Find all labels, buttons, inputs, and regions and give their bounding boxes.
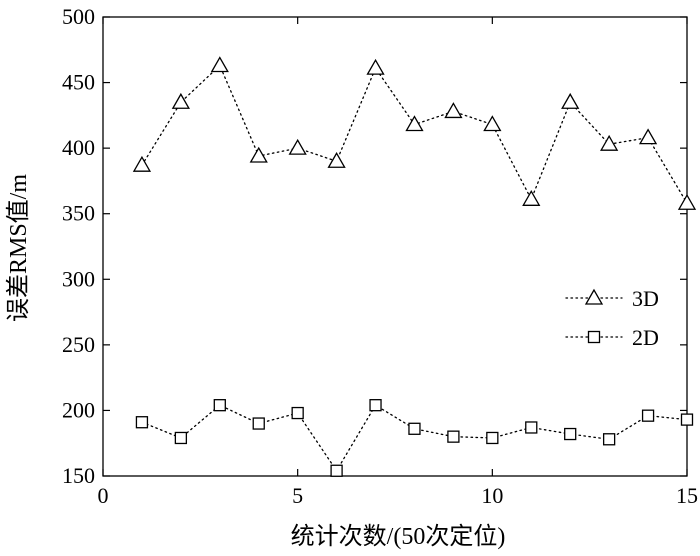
data-point-2d (330, 464, 343, 477)
series-3d (132, 56, 697, 210)
y-axis-label: 误差RMS值/m (5, 174, 32, 322)
data-point-3d (483, 115, 502, 132)
data-point-3d (327, 151, 346, 168)
x-tick-label: 15 (676, 483, 698, 508)
data-point-3d (561, 92, 580, 109)
y-axis-ticks: 150 200 250 300 350 400 450 500 (62, 4, 687, 488)
data-point-2d (680, 413, 694, 426)
data-point-2d (602, 433, 616, 446)
x-tick-label: 0 (98, 483, 109, 508)
y-tick-label: 450 (62, 70, 95, 95)
y-tick-label: 250 (62, 332, 95, 357)
x-tick-label: 10 (481, 483, 503, 508)
data-point-3d (171, 92, 190, 109)
y-tick-label: 500 (62, 4, 95, 29)
data-point-2d (213, 399, 226, 412)
data-point-2d (641, 409, 655, 422)
data-point-3d (210, 56, 229, 73)
data-point-3d (600, 134, 619, 151)
data-point-3d (638, 128, 658, 145)
data-point-3d (132, 155, 152, 172)
y-tick-label: 300 (62, 266, 95, 291)
y-tick-label: 400 (62, 135, 95, 160)
legend: 3D 2D (565, 286, 659, 350)
data-point-3d (522, 189, 541, 206)
legend-label-3d: 3D (632, 286, 659, 311)
data-point-2d (447, 430, 460, 443)
y-tick-label: 150 (62, 463, 95, 488)
data-point-3d (444, 102, 463, 119)
series-layer (132, 56, 697, 477)
data-point-3d (249, 146, 268, 163)
series-line-3d (141, 64, 688, 204)
data-point-3d (288, 138, 307, 155)
data-point-2d (564, 427, 577, 441)
y-tick-label: 350 (62, 201, 95, 226)
data-point-2d (174, 431, 188, 445)
data-point-2d (408, 422, 421, 435)
data-point-2d (369, 399, 382, 412)
x-tick-label: 5 (292, 483, 303, 508)
legend-item-2d: 2D (565, 325, 659, 350)
data-point-2d (252, 417, 265, 430)
data-point-2d (486, 431, 499, 445)
legend-label-2d: 2D (632, 325, 659, 350)
data-point-3d (405, 115, 424, 132)
plot-frame (102, 16, 688, 477)
data-point-2d (525, 421, 538, 434)
series-2d (135, 399, 694, 477)
data-point-2d (291, 406, 304, 420)
data-point-2d (135, 416, 149, 429)
x-axis-ticks: 0 5 10 15 (98, 17, 698, 508)
legend-item-3d: 3D (565, 286, 659, 311)
x-axis-label: 统计次数/(50次定位) (291, 523, 506, 550)
data-point-3d (366, 58, 385, 75)
plot-border (102, 16, 688, 477)
legend-marker-2d (587, 330, 601, 344)
legend-marker-3d (584, 288, 604, 305)
data-point-3d (677, 193, 697, 210)
y-tick-label: 200 (62, 397, 95, 422)
